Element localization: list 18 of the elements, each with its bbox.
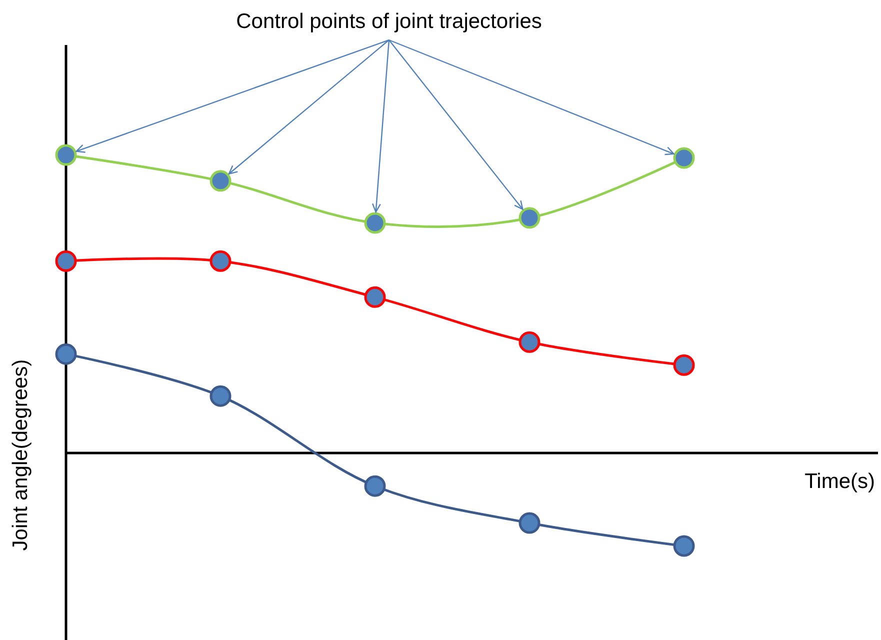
- point: [364, 212, 386, 234]
- point: [210, 170, 232, 192]
- point: [518, 207, 540, 229]
- point: [210, 385, 232, 407]
- y-axis-title: Joint angle(degrees): [9, 359, 32, 551]
- x-axis-title: Time(s): [804, 470, 875, 493]
- point: [55, 144, 77, 166]
- text: Control points of joint trajectories: [236, 10, 542, 33]
- point: [673, 535, 695, 557]
- point: [364, 286, 386, 308]
- point: [518, 512, 540, 534]
- point: [673, 354, 695, 376]
- point: [55, 250, 77, 272]
- point: [210, 250, 232, 272]
- point: [55, 343, 77, 365]
- point: [673, 147, 695, 169]
- point: [364, 475, 386, 497]
- point: [518, 331, 540, 353]
